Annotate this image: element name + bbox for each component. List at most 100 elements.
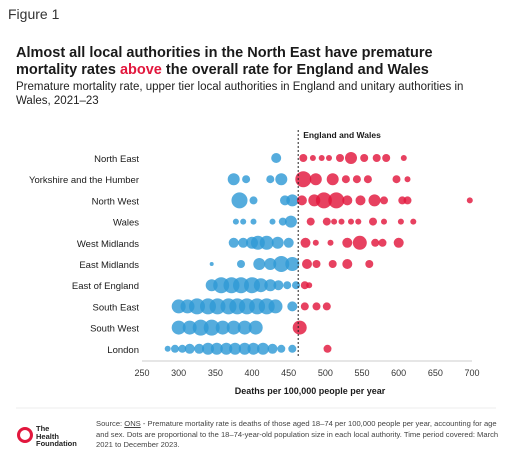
- dot-above-average: [381, 218, 387, 225]
- dot-below-average: [286, 194, 299, 207]
- dot-above-average: [315, 192, 332, 209]
- health-foundation-logo: The Health Foundation: [16, 422, 92, 452]
- dot-above-average: [322, 302, 331, 311]
- dot-below-average: [229, 342, 242, 355]
- dot-above-average: [371, 238, 380, 247]
- chart-subtitle: Premature mortality rate, upper tier loc…: [16, 81, 464, 107]
- dot-below-average: [275, 173, 288, 186]
- x-tick-label: 600: [391, 368, 406, 378]
- dot-above-average: [300, 302, 309, 311]
- dot-above-average: [352, 175, 361, 184]
- dot-above-average: [380, 196, 388, 205]
- dot-above-average: [306, 282, 313, 289]
- dot-below-average: [269, 218, 276, 225]
- dot-below-average: [283, 237, 294, 248]
- dot-below-average: [238, 237, 249, 248]
- source-note: Source: ONS - Premature mortality rate i…: [96, 419, 500, 451]
- dot-below-average: [171, 344, 179, 353]
- dot-below-average: [171, 320, 186, 335]
- dot-above-average: [306, 217, 315, 226]
- logo-word-3: Foundation: [36, 439, 77, 448]
- ons-link[interactable]: ONS: [124, 419, 141, 428]
- x-tick-label: 500: [318, 368, 333, 378]
- dot-below-average: [209, 262, 214, 266]
- source-text: - Premature mortality rate is deaths of …: [96, 419, 499, 449]
- dot-below-average: [257, 342, 269, 355]
- dot-above-average: [312, 239, 319, 246]
- dot-above-average: [300, 281, 309, 290]
- dot-below-average: [253, 278, 268, 293]
- reference-label: England and Wales: [303, 130, 381, 140]
- dot-below-average: [248, 320, 263, 335]
- dot-above-average: [378, 238, 387, 247]
- dot-above-average: [345, 152, 357, 164]
- category-label: East of England: [72, 281, 139, 292]
- dot-above-average: [352, 235, 367, 250]
- dot-above-average: [404, 176, 411, 183]
- logo-wordmark: The Health Foundation: [36, 425, 77, 448]
- dot-below-average: [210, 342, 223, 355]
- x-tick-label: 550: [354, 368, 369, 378]
- category-label: South East: [93, 302, 140, 313]
- dot-below-average: [215, 320, 230, 335]
- dot-below-average: [250, 218, 257, 225]
- logo-word-2: Health: [36, 431, 59, 441]
- dot-above-average: [331, 218, 338, 225]
- dot-below-average: [271, 153, 282, 163]
- title-highlight-above: above: [119, 62, 162, 78]
- title-text-pre: Almost all local authorities in the Nort…: [16, 45, 433, 78]
- dot-below-average: [232, 218, 239, 225]
- dot-below-average: [284, 215, 297, 228]
- dot-above-average: [323, 344, 332, 353]
- dot-below-average: [288, 344, 297, 353]
- dot-above-average: [372, 154, 381, 162]
- dot-above-average: [312, 302, 321, 311]
- dot-above-average: [295, 171, 312, 188]
- dot-above-average: [360, 154, 369, 162]
- title-text-post: the overall rate for England and Wales: [161, 62, 429, 78]
- dot-below-average: [237, 260, 245, 268]
- dot-above-average: [300, 237, 311, 248]
- dot-above-average: [342, 195, 353, 206]
- dot-below-average: [278, 217, 287, 226]
- dot-below-average: [231, 192, 248, 209]
- dot-above-average: [292, 320, 307, 335]
- dot-above-average: [328, 260, 337, 268]
- dot-above-average: [341, 175, 350, 184]
- dot-below-average: [226, 320, 241, 335]
- dot-below-average: [277, 344, 286, 353]
- dot-above-average: [309, 155, 316, 161]
- dot-below-average: [268, 299, 283, 314]
- dot-above-average: [365, 260, 374, 268]
- dot-below-average: [164, 345, 171, 352]
- x-tick-label: 700: [464, 368, 479, 378]
- dot-above-average: [328, 192, 345, 209]
- dot-below-average: [203, 319, 220, 336]
- figure-label: Figure 1: [8, 6, 60, 22]
- dot-below-average: [267, 343, 278, 354]
- dot-below-average: [184, 343, 195, 354]
- dot-above-average: [327, 239, 334, 246]
- dot-above-average: [309, 173, 322, 186]
- category-label: North East: [94, 154, 139, 165]
- dot-below-average: [285, 257, 300, 271]
- dot-below-average: [273, 256, 290, 272]
- category-label: West Midlands: [77, 239, 139, 250]
- dot-below-average: [202, 342, 214, 355]
- dot-below-average: [228, 237, 239, 248]
- dot-above-average: [368, 194, 381, 207]
- dot-above-average: [336, 154, 344, 162]
- x-tick-label: 250: [134, 368, 149, 378]
- dot-below-average: [233, 277, 249, 294]
- logo-word-1: The: [36, 424, 50, 433]
- dot-below-average: [287, 301, 298, 312]
- dot-below-average: [178, 344, 187, 353]
- dot-below-average: [227, 173, 240, 186]
- dot-above-average: [363, 175, 372, 184]
- dot-below-average: [264, 258, 277, 270]
- dot-below-average: [240, 218, 247, 225]
- x-tick-label: 650: [428, 368, 443, 378]
- dot-below-average: [283, 281, 292, 290]
- dot-below-average: [247, 342, 260, 355]
- dot-below-average: [189, 298, 205, 315]
